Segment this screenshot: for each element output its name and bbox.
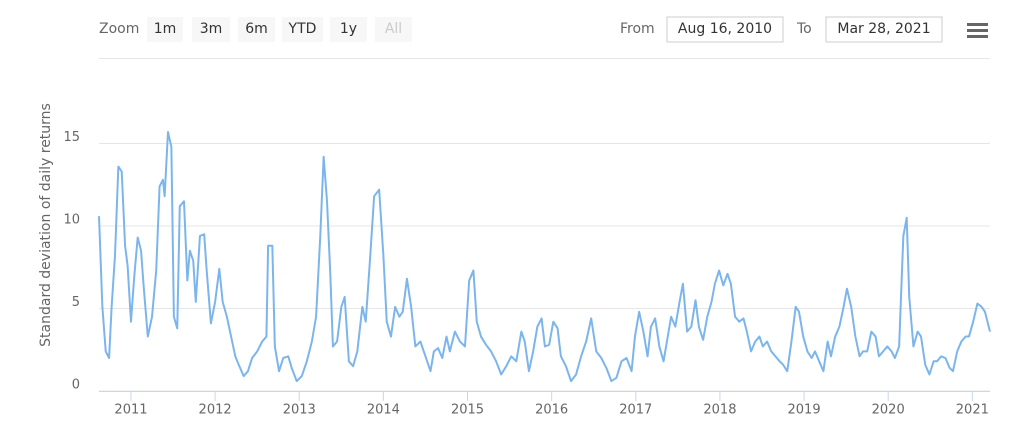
to-date[interactable]: Mar 28, 2021 bbox=[837, 21, 930, 37]
zoom-button-label[interactable]: 1y bbox=[340, 21, 357, 37]
x-tick-label: 2021 bbox=[956, 403, 989, 418]
x-tick-label: 2015 bbox=[451, 403, 484, 418]
x-tick-label: 2019 bbox=[788, 403, 821, 418]
y-tick-label: 10 bbox=[63, 213, 80, 228]
zoom-button-label[interactable]: 3m bbox=[200, 21, 223, 37]
x-tick-label: 2014 bbox=[367, 403, 400, 418]
y-axis-title: Standard deviation of daily returns bbox=[38, 103, 54, 347]
zoom-button[interactable] bbox=[282, 17, 323, 42]
from-date[interactable]: Aug 16, 2010 bbox=[678, 21, 772, 37]
zoom-button[interactable] bbox=[192, 17, 230, 42]
x-tick-label: 2011 bbox=[114, 403, 147, 418]
zoom-button-label[interactable]: YTD bbox=[288, 21, 317, 37]
menu-bar bbox=[967, 23, 988, 26]
x-tick-label: 2016 bbox=[535, 403, 568, 418]
y-tick-label: 15 bbox=[63, 130, 80, 145]
zoom-button-label[interactable]: 6m bbox=[245, 21, 268, 37]
x-tick-label: 2017 bbox=[619, 403, 652, 418]
zoom-button[interactable] bbox=[147, 17, 183, 42]
zoom-label: Zoom bbox=[99, 21, 139, 37]
y-tick-label: 0 bbox=[72, 378, 80, 393]
zoom-button-label[interactable]: 1m bbox=[154, 21, 177, 37]
from-input[interactable] bbox=[666, 16, 784, 43]
zoom-button[interactable] bbox=[238, 17, 275, 42]
x-tick-label: 2012 bbox=[199, 403, 232, 418]
x-tick-label: 2013 bbox=[283, 403, 316, 418]
menu-bar bbox=[967, 35, 988, 38]
to-label: To bbox=[796, 21, 812, 37]
y-tick-label: 5 bbox=[72, 295, 80, 310]
zoom-button-label: All bbox=[385, 21, 402, 37]
zoom-button bbox=[375, 17, 412, 42]
x-tick-label: 2020 bbox=[872, 403, 905, 418]
series-line bbox=[98, 130, 991, 383]
menu-button[interactable] bbox=[967, 23, 988, 38]
x-tick-label: 2018 bbox=[703, 403, 736, 418]
to-input[interactable] bbox=[825, 16, 943, 43]
from-label: From bbox=[620, 21, 655, 37]
zoom-button[interactable] bbox=[330, 17, 367, 42]
menu-bar bbox=[967, 29, 988, 32]
